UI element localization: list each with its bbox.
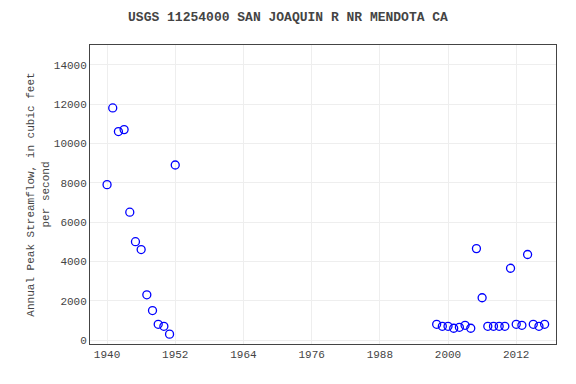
svg-text:2000: 2000 <box>435 349 461 361</box>
svg-text:USGS 11254000 SAN JOAQUIN R NR: USGS 11254000 SAN JOAQUIN R NR MENDOTA C… <box>128 10 448 25</box>
svg-text:1964: 1964 <box>230 349 257 361</box>
svg-text:0: 0 <box>80 335 87 347</box>
svg-text:1976: 1976 <box>298 349 324 361</box>
svg-text:6000: 6000 <box>60 217 86 229</box>
svg-text:2000: 2000 <box>60 296 86 308</box>
svg-text:4000: 4000 <box>60 256 86 268</box>
svg-text:Annual Peak Streamflow, in cub: Annual Peak Streamflow, in cubic feetper… <box>25 72 51 316</box>
svg-text:14000: 14000 <box>54 60 87 72</box>
svg-text:1952: 1952 <box>162 349 188 361</box>
svg-text:12000: 12000 <box>54 99 87 111</box>
svg-text:2012: 2012 <box>503 349 529 361</box>
svg-text:10000: 10000 <box>54 138 87 150</box>
svg-text:1940: 1940 <box>94 349 120 361</box>
svg-text:8000: 8000 <box>60 178 86 190</box>
svg-text:1988: 1988 <box>367 349 393 361</box>
